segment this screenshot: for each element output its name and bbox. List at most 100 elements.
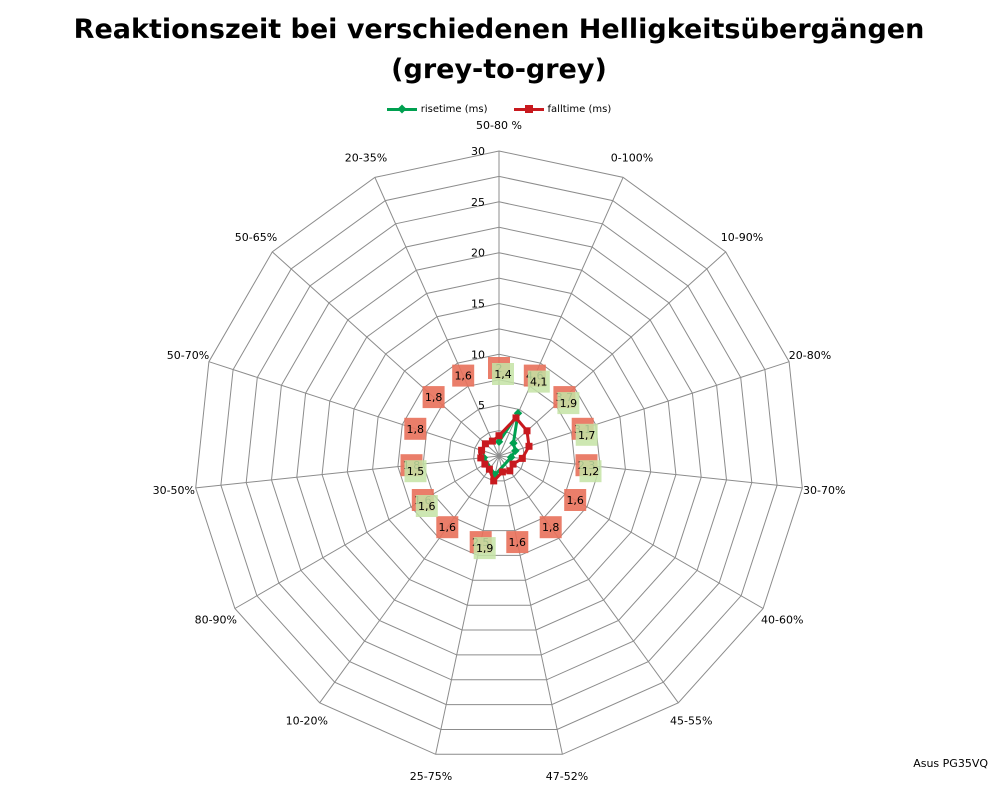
falltime-point-50-65	[481, 440, 489, 448]
data-label-10-20-0-text: 1,6	[439, 521, 457, 534]
data-label-30-50-1: 1,5	[404, 460, 427, 483]
category-label-30-70: 30-70%	[803, 484, 845, 497]
data-label-30-70-1-box	[579, 460, 602, 483]
category-label-80-90: 80-90%	[195, 614, 237, 627]
data-label-47-52-0-text: 1,6	[509, 536, 527, 549]
radar-data-labels: 21,44,64,13,71,93,11,72,31,21,61,81,62,5…	[400, 357, 602, 560]
category-label-47-52: 47-52%	[546, 770, 588, 783]
category-label-20-35: 20-35%	[345, 151, 387, 164]
data-label-20-35-0-box	[452, 364, 475, 387]
data-label-0-100-1: 4,1	[527, 370, 550, 393]
falltime-point-20-35	[488, 437, 496, 445]
data-label-10-20-0-box	[436, 516, 459, 539]
data-label-30-50-1-text: 1,5	[407, 465, 425, 478]
grid-spoke	[498, 251, 727, 457]
category-label-10-20: 10-20%	[286, 715, 328, 728]
data-label-50-65-0-box	[422, 386, 445, 409]
data-label-50-80-1-box	[492, 363, 514, 385]
data-label-25-75-1-box	[473, 537, 496, 560]
data-label-30-70-1-text: 1,2	[582, 465, 600, 478]
falltime-point-30-70	[518, 454, 526, 462]
falltime-point-40-60	[509, 460, 517, 468]
grid-ring	[346, 302, 652, 606]
grid-spoke	[498, 455, 803, 489]
credit-text: Asus PG35VQ	[913, 757, 988, 770]
category-label-45-55: 45-55%	[670, 715, 712, 728]
grid-ring	[422, 379, 576, 532]
grid-ring	[195, 150, 803, 755]
grid-spoke	[271, 251, 500, 457]
data-label-45-55-0: 1,8	[539, 516, 562, 539]
tick-label: 5	[478, 399, 485, 412]
legend-item-falltime: falltime (ms)	[513, 101, 612, 117]
tick-label: 20	[471, 247, 485, 260]
tick-label: 15	[471, 298, 485, 311]
data-label-50-65-0: 1,8	[422, 386, 445, 409]
chart-title-line2: (grey-to-grey)	[391, 54, 607, 85]
falltime-point-25-75	[490, 477, 498, 485]
risetime-point-30-70	[506, 453, 516, 462]
falltime-point-30-50	[477, 454, 485, 462]
grid-ring	[321, 277, 677, 631]
legend-falltime-swatch	[513, 103, 544, 115]
legend-risetime-swatch	[386, 103, 417, 115]
grid-spoke	[498, 455, 679, 704]
falltime-point-10-20	[485, 465, 493, 473]
tick-label: 30	[471, 145, 485, 158]
grid-spoke	[498, 455, 563, 755]
data-label-50-80-1: 1,4	[492, 363, 514, 385]
grid-spoke	[498, 361, 790, 457]
category-label-50-80: 50-80 %	[476, 119, 522, 132]
data-label-0-100-1-box	[527, 370, 550, 393]
falltime-point-45-55	[506, 467, 514, 475]
radar-axis-labels: 50-80 % 0-100% 10-90% 20-80% 30-70% 40-60% 45-…	[153, 119, 846, 783]
data-label-50-70-0-text: 1,8	[407, 423, 425, 436]
data-label-50-80-1-text: 1,4	[494, 368, 512, 381]
legend: risetime (ms) falltime (ms)	[0, 101, 998, 117]
legend-risetime-label: risetime (ms)	[420, 103, 488, 115]
grid-ring	[296, 252, 702, 656]
data-label-50-65-0-text: 1,8	[425, 391, 443, 404]
grid-ring	[245, 201, 753, 706]
data-label-25-75-1: 1,9	[473, 537, 496, 560]
falltime-point-50-80	[495, 432, 503, 440]
data-label-10-90-1-text: 1,9	[560, 397, 578, 410]
data-label-20-80-1-text: 1,7	[578, 429, 596, 442]
category-label-10-90: 10-90%	[721, 231, 763, 244]
data-label-30-50-1-box	[404, 460, 427, 483]
category-label-20-80: 20-80%	[789, 349, 831, 362]
radar-tick-labels: 051015202530	[471, 145, 485, 463]
grid-spoke	[498, 177, 624, 457]
data-label-40-60-0: 1,6	[564, 489, 587, 511]
falltime-point-47-52	[498, 468, 506, 476]
data-label-47-52-0-box	[506, 531, 529, 554]
tick-label: 10	[471, 348, 485, 361]
category-label-25-75: 25-75%	[410, 770, 452, 783]
data-label-80-90-1: 1,6	[415, 495, 438, 517]
category-label-40-60: 40-60%	[761, 614, 803, 627]
falltime-point-50-70	[478, 446, 486, 454]
risetime-point-50-80	[494, 437, 504, 447]
grid-spoke	[319, 455, 500, 704]
falltime-point-20-80	[525, 442, 533, 450]
data-label-0-100-1-text: 4,1	[530, 376, 548, 389]
chart-title-line1: Reaktionszeit bei verschiedenen Helligke…	[73, 14, 925, 45]
category-label-0-100: 0-100%	[611, 151, 653, 164]
data-label-47-52-0: 1,6	[506, 531, 529, 554]
data-label-20-35-0: 1,6	[452, 364, 475, 387]
grid-ring	[473, 430, 525, 482]
data-label-20-80-1-box	[575, 423, 598, 446]
data-label-20-80-1: 1,7	[575, 423, 598, 446]
category-label-30-50: 30-50%	[153, 484, 195, 497]
grid-spoke	[498, 455, 764, 609]
legend-item-risetime: risetime (ms)	[386, 101, 488, 117]
data-label-10-20-0: 1,6	[436, 516, 459, 539]
legend-falltime-label: falltime (ms)	[547, 103, 612, 115]
grid-spoke	[374, 177, 500, 457]
grid-spoke	[208, 361, 500, 457]
data-label-10-90-1-box	[557, 392, 580, 415]
tick-label: 25	[471, 196, 485, 209]
grid-spoke	[435, 455, 500, 755]
risetime-point-10-90	[509, 438, 518, 448]
data-label-40-60-0-box	[564, 489, 587, 511]
